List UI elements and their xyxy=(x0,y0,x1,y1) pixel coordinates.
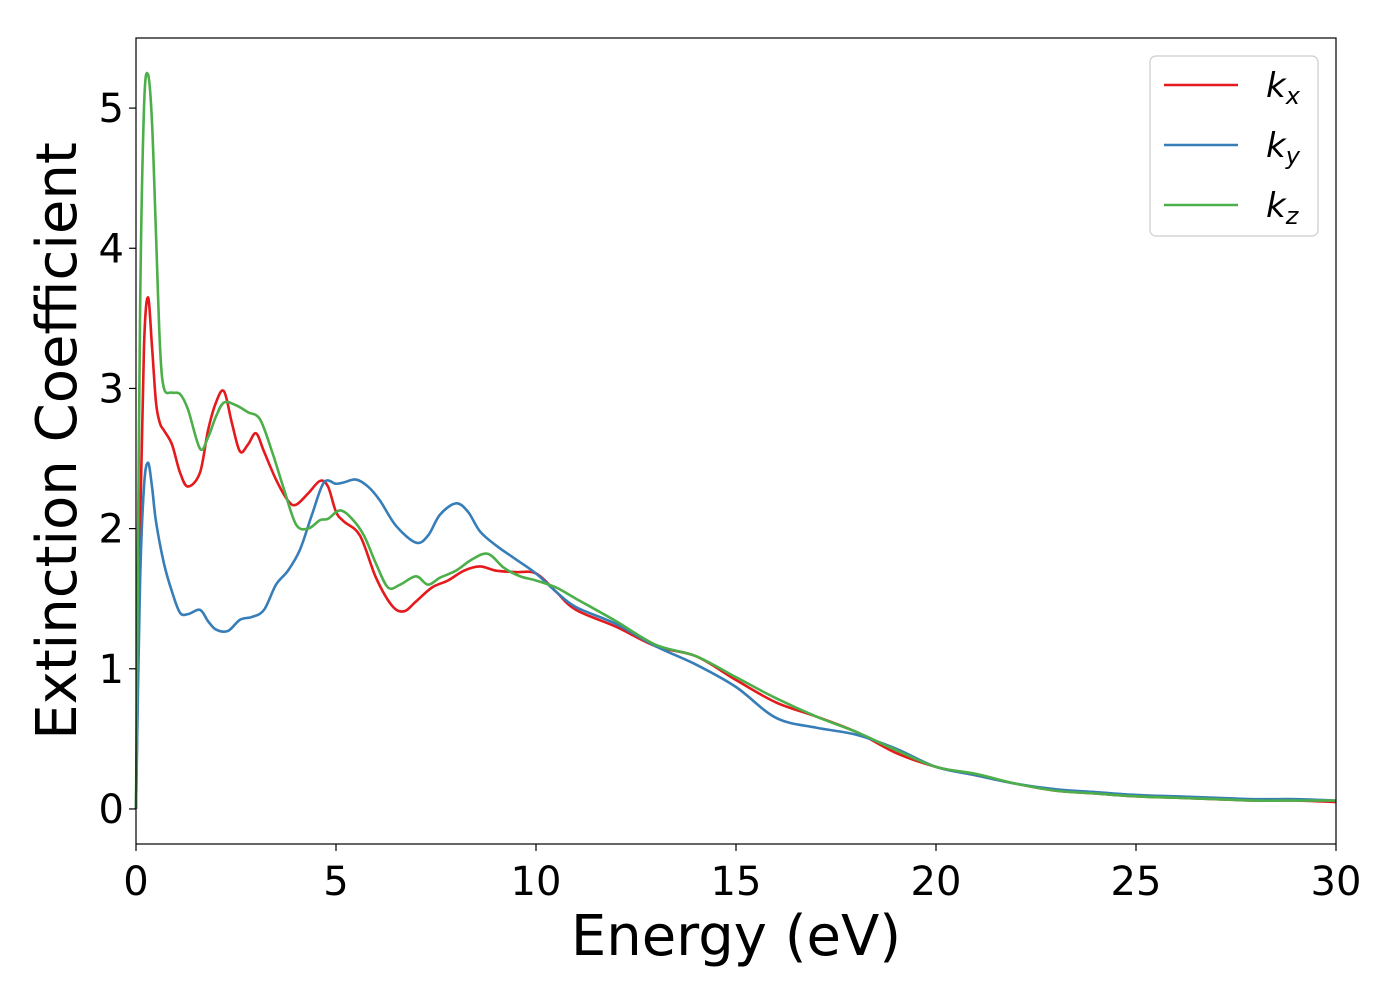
x-tick-label: 30 xyxy=(1311,859,1362,905)
x-tick-label: 25 xyxy=(1111,859,1162,905)
x-tick-label: 20 xyxy=(911,859,962,905)
legend: kx ky kz xyxy=(1149,55,1319,237)
x-axis: 0 5 10 15 20 25 30 xyxy=(123,844,1361,905)
legend-label-y: ky xyxy=(1266,126,1301,170)
y-tick-label: 1 xyxy=(99,647,124,693)
y-tick-label: 0 xyxy=(99,787,124,833)
x-tick-label: 10 xyxy=(511,859,562,905)
y-tick-label: 5 xyxy=(99,86,124,132)
legend-label-x: kx xyxy=(1266,66,1301,110)
y-axis-title: Extinction Coefficient xyxy=(25,142,90,740)
y-tick-label: 4 xyxy=(99,226,124,272)
series-line-z xyxy=(134,71,1336,809)
series-layer xyxy=(134,71,1337,809)
y-tick-label: 3 xyxy=(99,366,124,412)
y-axis: 0 1 2 3 4 5 xyxy=(99,86,136,833)
x-axis-title: Energy (eV) xyxy=(571,904,901,969)
x-tick-label: 15 xyxy=(711,859,762,905)
y-tick-label: 2 xyxy=(99,507,124,553)
x-tick-label: 0 xyxy=(123,859,148,905)
x-tick-label: 5 xyxy=(323,859,348,905)
legend-label-z: kz xyxy=(1266,186,1300,230)
